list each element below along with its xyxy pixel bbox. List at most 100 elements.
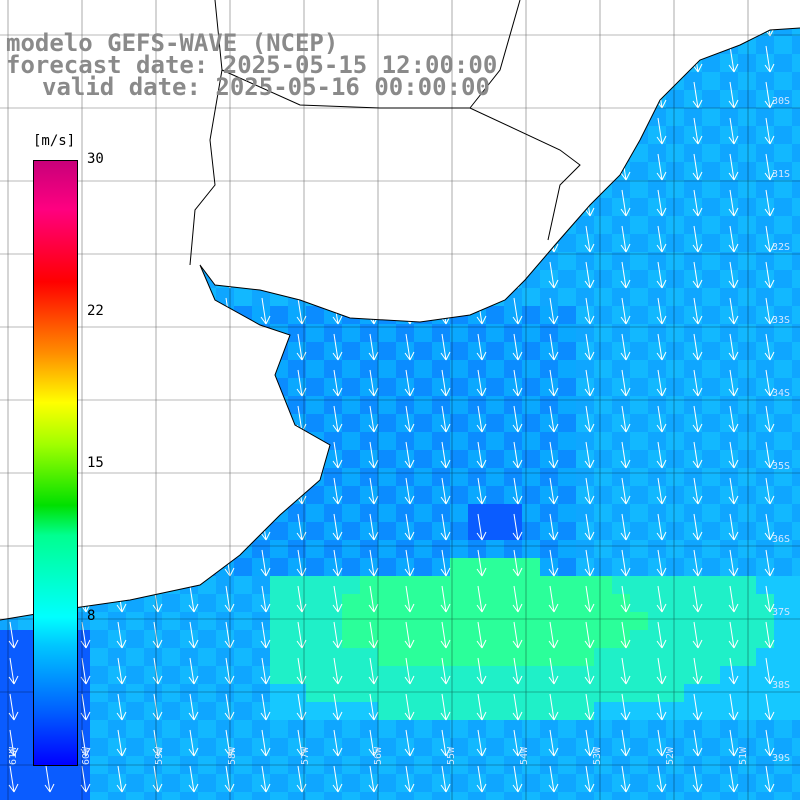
wind-arrow bbox=[224, 765, 235, 793]
wind-arrow bbox=[332, 657, 343, 685]
latitude-label: 36S bbox=[772, 534, 790, 545]
wind-arrow bbox=[728, 117, 739, 145]
wind-arrow bbox=[656, 585, 667, 613]
wind-arrow bbox=[476, 477, 487, 505]
wind-arrow bbox=[620, 621, 631, 649]
wind-arrow bbox=[656, 117, 667, 145]
title-forecast-date: forecast date: 2025-05-15 12:00:00 bbox=[6, 51, 498, 79]
longitude-labels: 61W60W59W58W57W56W55W54W53W52W51W50W30S3… bbox=[8, 96, 790, 765]
wind-arrow bbox=[764, 81, 775, 109]
wind-arrow bbox=[620, 693, 631, 721]
wind-arrow bbox=[584, 549, 595, 577]
wind-arrow bbox=[512, 549, 523, 577]
wind-arrow bbox=[368, 693, 379, 721]
wind-arrow bbox=[728, 657, 739, 685]
wind-arrow bbox=[728, 549, 739, 577]
wind-arrow bbox=[620, 729, 631, 757]
wind-arrow bbox=[368, 657, 379, 685]
wind-arrow bbox=[260, 297, 271, 325]
wind-arrow bbox=[260, 549, 271, 577]
wind-arrow bbox=[368, 765, 379, 793]
wind-arrow bbox=[620, 297, 631, 325]
wind-arrow bbox=[548, 729, 559, 757]
wind-arrow bbox=[620, 369, 631, 397]
wind-arrow bbox=[656, 549, 667, 577]
wind-arrow bbox=[548, 297, 559, 325]
wind-arrow bbox=[512, 657, 523, 685]
wind-arrow bbox=[584, 261, 595, 289]
wind-arrow bbox=[764, 225, 775, 253]
wind-arrow bbox=[692, 621, 703, 649]
wind-arrow bbox=[332, 513, 343, 541]
longitude-label: 54W bbox=[519, 746, 530, 765]
colorbar-tick-22: 22 bbox=[87, 303, 104, 319]
wind-arrow bbox=[728, 189, 739, 217]
wind-arrow bbox=[656, 441, 667, 469]
coastline bbox=[0, 27, 800, 621]
wind-arrow bbox=[260, 621, 271, 649]
wind-arrow bbox=[692, 657, 703, 685]
colorbar-unit: [m/s] bbox=[33, 133, 76, 149]
wind-arrow bbox=[476, 693, 487, 721]
wind-arrow bbox=[440, 513, 451, 541]
wind-arrow bbox=[224, 693, 235, 721]
wind-arrow bbox=[8, 765, 19, 793]
colorbar bbox=[33, 160, 78, 766]
wind-arrow bbox=[584, 621, 595, 649]
wind-arrow bbox=[584, 405, 595, 433]
wind-arrow bbox=[656, 225, 667, 253]
wind-arrow bbox=[548, 405, 559, 433]
wind-arrow bbox=[368, 513, 379, 541]
wind-arrow bbox=[548, 549, 559, 577]
wind-arrow bbox=[764, 765, 775, 793]
wind-arrow bbox=[548, 369, 559, 397]
wind-arrow bbox=[656, 153, 667, 181]
wind-arrow bbox=[764, 189, 775, 217]
wind-arrow bbox=[728, 45, 739, 73]
wind-arrow bbox=[584, 225, 595, 253]
wind-arrow bbox=[656, 729, 667, 757]
wind-arrow bbox=[476, 333, 487, 361]
wind-arrow bbox=[476, 405, 487, 433]
wind-arrow bbox=[188, 657, 199, 685]
wind-arrow bbox=[728, 477, 739, 505]
wind-arrow bbox=[764, 729, 775, 757]
wind-arrow bbox=[728, 333, 739, 361]
wind-arrow bbox=[476, 621, 487, 649]
wind-arrow bbox=[512, 621, 523, 649]
wind-arrow bbox=[692, 333, 703, 361]
wind-arrow bbox=[728, 585, 739, 613]
wind-arrow bbox=[116, 657, 127, 685]
wind-arrow bbox=[512, 477, 523, 505]
wind-arrow bbox=[368, 549, 379, 577]
wind-arrow bbox=[764, 405, 775, 433]
wind-arrow bbox=[440, 729, 451, 757]
wind-arrow bbox=[404, 621, 415, 649]
wind-arrow bbox=[116, 693, 127, 721]
wind-arrow bbox=[584, 585, 595, 613]
wind-arrow bbox=[620, 477, 631, 505]
wind-arrow bbox=[188, 729, 199, 757]
wind-arrow bbox=[548, 657, 559, 685]
latitude-label: 31S bbox=[772, 169, 790, 180]
wind-arrow bbox=[332, 477, 343, 505]
wind-arrow bbox=[476, 729, 487, 757]
wind-arrow bbox=[728, 621, 739, 649]
wind-arrow bbox=[656, 333, 667, 361]
wind-arrow bbox=[764, 477, 775, 505]
wind-arrow bbox=[728, 441, 739, 469]
wind-arrow bbox=[260, 693, 271, 721]
longitude-label: 52W bbox=[665, 746, 676, 765]
wind-arrow bbox=[584, 513, 595, 541]
wind-arrow bbox=[44, 765, 55, 793]
wind-arrow bbox=[764, 693, 775, 721]
wind-arrow bbox=[8, 693, 19, 721]
longitude-label: 55W bbox=[446, 746, 457, 765]
latitude-label: 37S bbox=[772, 607, 790, 618]
wind-arrow bbox=[656, 765, 667, 793]
wind-arrow bbox=[692, 369, 703, 397]
latitude-label: 38S bbox=[772, 680, 790, 691]
wind-arrow bbox=[512, 513, 523, 541]
wind-arrow bbox=[440, 333, 451, 361]
